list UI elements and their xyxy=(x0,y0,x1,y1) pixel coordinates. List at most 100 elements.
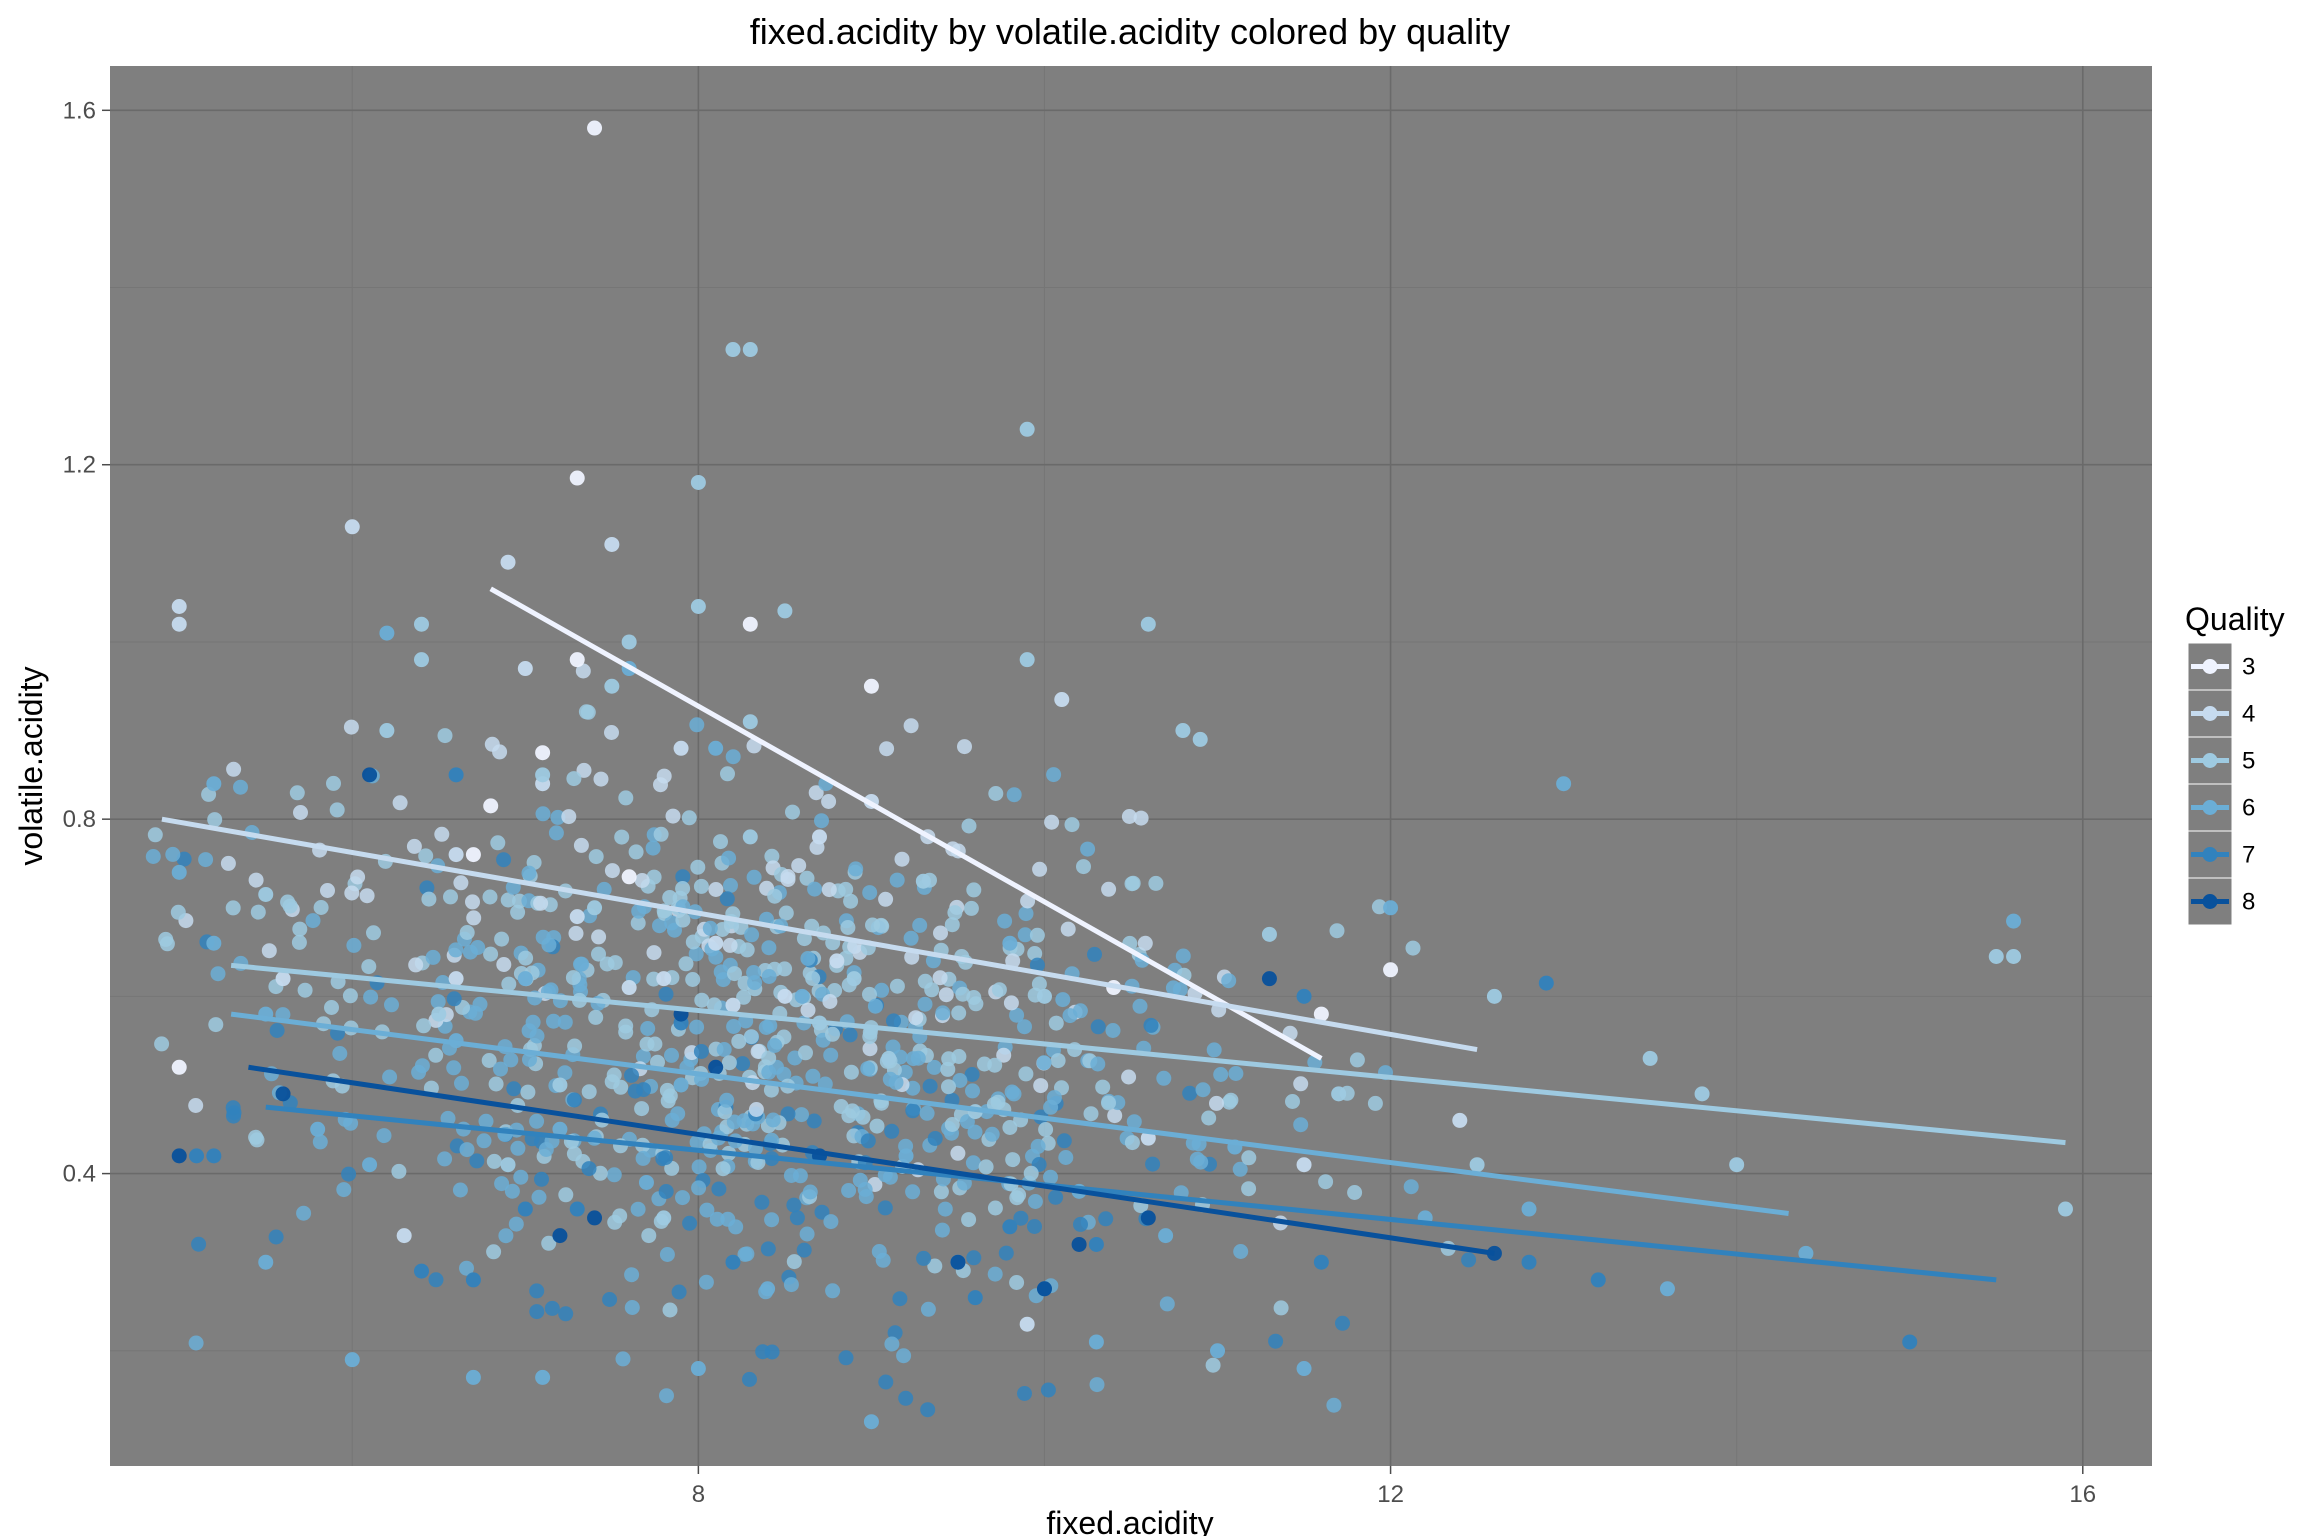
point-cloud-q4 xyxy=(748,1102,764,1117)
point-cloud-q5 xyxy=(944,917,960,933)
point-cloud-q6 xyxy=(538,1142,554,1157)
point-cloud-q4 xyxy=(575,663,591,679)
point-cloud-q6 xyxy=(664,1047,679,1063)
point-q5-33 xyxy=(1469,1157,1485,1173)
point-cloud-q6 xyxy=(459,1260,474,1276)
point-cloud-q6 xyxy=(305,913,321,929)
point-cloud-q6 xyxy=(635,1048,651,1064)
point-cloud-q5 xyxy=(873,917,889,933)
point-q7-1 xyxy=(206,1148,222,1164)
point-cloud-q6 xyxy=(659,1247,675,1262)
point-cloud-q6 xyxy=(503,1052,519,1068)
point-cloud-q7 xyxy=(581,1161,597,1177)
point-cloud-q7 xyxy=(1461,1252,1477,1268)
point-cloud-q5 xyxy=(208,1017,224,1033)
point-cloud-q5 xyxy=(799,870,815,886)
point-q6-36 xyxy=(310,1121,326,1137)
point-cloud-q6 xyxy=(1046,1090,1062,1106)
point-q6-23 xyxy=(673,1077,689,1093)
point-cloud-q5 xyxy=(987,1200,1003,1216)
point-cloud-q5 xyxy=(541,1235,557,1251)
point-cloud-q7 xyxy=(693,1044,709,1059)
point-cloud-q5 xyxy=(1050,1053,1066,1069)
point-cloud-q7 xyxy=(922,1078,938,1094)
point-cloud-q5 xyxy=(1009,1190,1025,1206)
point-q4-2 xyxy=(344,519,360,535)
point-cloud-q6 xyxy=(624,1300,640,1315)
point-cloud-q5 xyxy=(421,891,437,907)
point-cloud-q7 xyxy=(176,851,192,867)
point-cloud-q5 xyxy=(1241,1181,1257,1197)
point-cloud-q5 xyxy=(1367,1095,1383,1111)
point-cloud-q5 xyxy=(736,989,752,1005)
point-cloud-q6 xyxy=(508,1216,524,1232)
point-cloud-q5 xyxy=(170,904,186,920)
legend-key-box-8 xyxy=(2187,877,2233,926)
point-cloud-q7 xyxy=(719,891,735,907)
point-cloud-q5 xyxy=(1023,1165,1039,1181)
point-cloud-q6 xyxy=(965,1155,981,1171)
point-q3-5 xyxy=(1313,1006,1329,1022)
point-cloud-q5 xyxy=(961,1212,977,1228)
point-cloud-q6 xyxy=(1126,1114,1142,1130)
trend-line-q3 xyxy=(489,586,1323,1061)
point-cloud-q4 xyxy=(496,957,512,972)
point-q3-9 xyxy=(621,869,637,885)
point-q8-2 xyxy=(362,767,378,783)
point-cloud-q7 xyxy=(884,1123,900,1139)
point-cloud-q5 xyxy=(869,1118,885,1134)
point-cloud-q6 xyxy=(454,1075,469,1091)
point-cloud-q7 xyxy=(658,986,674,1002)
point-cloud-q5 xyxy=(1029,927,1045,943)
point-q5-25 xyxy=(915,873,931,889)
point-cloud-q6 xyxy=(640,1021,656,1036)
point-cloud-q6 xyxy=(1206,1042,1222,1058)
point-q6-12 xyxy=(1659,1281,1675,1297)
point-cloud-q5 xyxy=(717,1104,733,1120)
plot-panel xyxy=(110,66,2152,1466)
point-q8-4 xyxy=(587,1210,603,1226)
point-cloud-q7 xyxy=(602,1292,618,1307)
point-cloud-q5 xyxy=(721,1055,737,1071)
point-cloud-q6 xyxy=(312,1134,328,1150)
point-cloud-q6 xyxy=(884,1336,900,1352)
point-cloud-q5 xyxy=(1125,875,1141,891)
point-cloud-q4 xyxy=(453,875,469,891)
point-cloud-q5 xyxy=(483,946,499,962)
point-cloud-q5 xyxy=(614,829,630,845)
point-cloud-q6 xyxy=(715,972,731,988)
point-cloud-q7 xyxy=(675,869,691,885)
point-cloud-q5 xyxy=(844,1103,860,1119)
point-cloud-q7 xyxy=(1073,1216,1088,1232)
point-q8-5 xyxy=(708,1059,724,1075)
point-cloud-q4 xyxy=(879,741,895,757)
point-cloud-q6 xyxy=(498,1228,514,1244)
point-cloud-q6 xyxy=(510,1140,526,1156)
point-cloud-q7 xyxy=(1013,1210,1029,1226)
point-cloud-q6 xyxy=(1189,1151,1205,1167)
point-cloud-q6 xyxy=(761,940,777,956)
point-cloud-q6 xyxy=(1090,1056,1106,1072)
point-cloud-q7 xyxy=(1040,1382,1056,1398)
point-cloud-q4 xyxy=(226,761,242,777)
point-cloud-q6 xyxy=(698,1274,714,1290)
point-cloud-q5 xyxy=(639,1036,655,1052)
point-cloud-q5 xyxy=(324,1000,339,1015)
point-cloud-q5 xyxy=(292,921,308,937)
point-cloud-q6 xyxy=(736,1113,752,1129)
point-cloud-q4 xyxy=(646,945,662,961)
point-cloud-q6 xyxy=(363,989,379,1005)
point-cloud-q6 xyxy=(823,1214,839,1230)
point-cloud-q5 xyxy=(961,818,977,834)
point-q4-4 xyxy=(500,554,516,570)
point-cloud-q5 xyxy=(966,882,982,898)
point-q4-24 xyxy=(448,847,464,863)
point-cloud-q4 xyxy=(903,718,919,734)
point-q7-16 xyxy=(517,1201,533,1217)
point-q6-4 xyxy=(379,625,395,641)
legend-label-6: 6 xyxy=(2242,795,2255,822)
point-q4-19 xyxy=(396,1228,412,1244)
point-cloud-q5 xyxy=(681,810,697,826)
point-cloud-q7 xyxy=(658,1150,674,1166)
